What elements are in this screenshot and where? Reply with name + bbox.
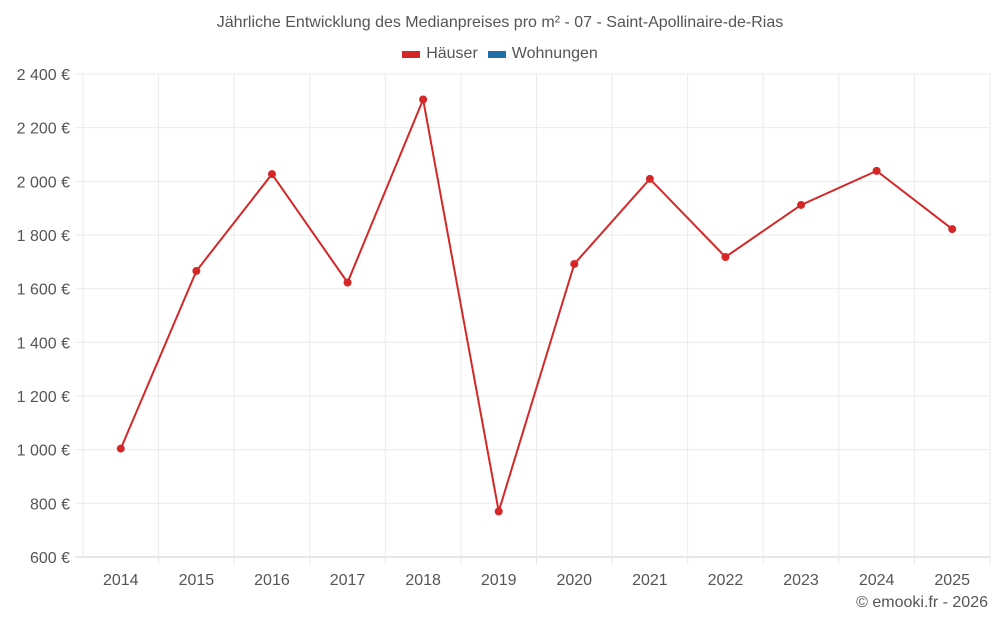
data-point[interactable] <box>267 170 276 179</box>
x-tick-label: 2016 <box>254 572 290 589</box>
x-tick-label: 2018 <box>405 572 441 589</box>
y-tick-label: 2 400 € <box>17 67 70 84</box>
data-point[interactable] <box>116 444 125 453</box>
data-point[interactable] <box>872 166 881 175</box>
data-point[interactable] <box>494 507 503 516</box>
legend-item-wohnungen[interactable]: Wohnungen <box>487 45 598 63</box>
legend-label-wohnungen: Wohnungen <box>511 45 598 62</box>
y-tick-label: 800 € <box>30 496 70 513</box>
y-tick-label: 600 € <box>30 550 70 567</box>
y-tick-label: 1 000 € <box>17 443 70 460</box>
y-tick-label: 1 600 € <box>17 282 70 299</box>
x-tick-label: 2024 <box>859 572 895 589</box>
x-tick-label: 2025 <box>934 572 970 589</box>
x-tick-label: 2020 <box>556 572 592 589</box>
x-tick-label: 2017 <box>330 572 366 589</box>
x-tick-label: 2015 <box>179 572 215 589</box>
x-tick-label: 2021 <box>632 572 668 589</box>
data-point[interactable] <box>419 95 428 104</box>
data-point[interactable] <box>570 259 579 268</box>
credit-text: © emooki.fr - 2026 <box>856 594 988 611</box>
legend-swatch-haeuser <box>402 50 421 58</box>
data-point[interactable] <box>192 266 201 275</box>
y-tick-label: 2 200 € <box>17 121 70 138</box>
x-tick-label: 2014 <box>103 572 139 589</box>
x-tick-label: 2023 <box>783 572 819 589</box>
y-tick-label: 1 400 € <box>17 335 70 352</box>
y-tick-label: 1 200 € <box>17 389 70 406</box>
data-point[interactable] <box>645 174 654 183</box>
legend-label-haeuser: Häuser <box>426 45 478 62</box>
legend-item-haeuser[interactable]: Häuser <box>402 45 478 63</box>
y-tick-label: 2 000 € <box>17 174 70 191</box>
series-line-häuser <box>119 95 953 512</box>
data-point[interactable] <box>343 278 352 287</box>
y-tick-label: 1 800 € <box>17 228 70 245</box>
chart-title: Jährliche Entwicklung des Medianpreises … <box>216 14 784 31</box>
legend: Häuser Wohnungen <box>0 45 1000 63</box>
legend-swatch-wohnungen <box>487 50 506 58</box>
data-point[interactable] <box>721 253 730 262</box>
x-tick-label: 2019 <box>481 572 517 589</box>
x-tick-label: 2022 <box>708 572 744 589</box>
data-point[interactable] <box>948 225 957 234</box>
data-point[interactable] <box>797 200 806 209</box>
